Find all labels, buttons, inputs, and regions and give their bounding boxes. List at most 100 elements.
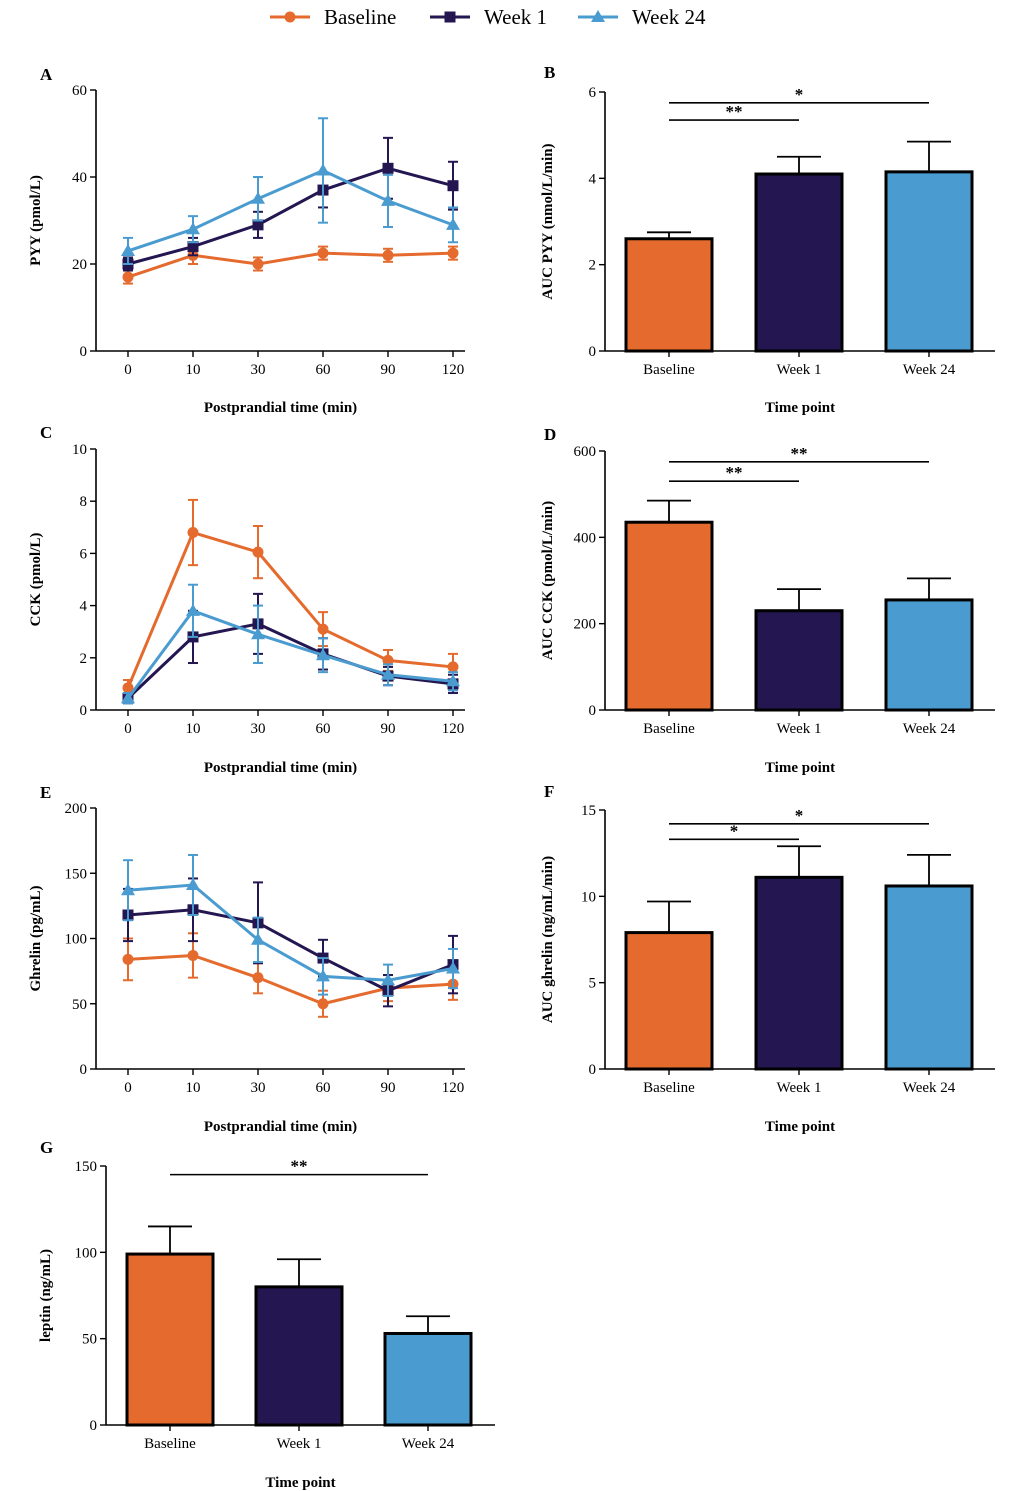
y-axis-label: Ghrelin (pg/mL) [28,886,44,992]
data-point [122,953,134,965]
x-tick-label: 10 [186,721,201,737]
series-line [127,251,454,279]
x-tick-label: 10 [186,362,201,378]
x-tick-label: Week 1 [776,721,821,737]
x-tick-label: 30 [251,721,266,737]
y-axis-label: leptin (ng/mL) [38,1249,54,1342]
y-axis-label: AUC ghrelin (ng/mL/min) [540,856,556,1023]
data-point [186,222,200,235]
data-point [121,243,135,256]
y-tick-label: 600 [574,444,597,460]
x-tick-label: 90 [381,362,396,378]
bar [754,609,844,712]
data-point [317,247,329,259]
x-axis-label: Time point [765,760,835,776]
y-tick-label: 2 [80,651,88,667]
data-point [316,648,330,661]
panel-b: B 0 2 4 6 AUC PYY (nmol/L/min) Time point Basel… [540,63,995,416]
panel-label: G [40,1138,53,1157]
significance-label: ** [726,463,743,482]
data-point [381,973,395,986]
y-tick-label: 6 [589,85,597,101]
y-tick-label: 0 [589,1062,597,1078]
panel-label: F [544,782,554,801]
y-tick-label: 50 [82,1332,97,1348]
x-tick-label: 30 [251,1080,266,1096]
bar [125,1252,215,1427]
y-tick-label: 10 [581,889,596,905]
data-point [251,191,265,204]
x-tick-label: Week 24 [903,362,956,378]
panel-a: A 0 20 40 60 PYY (pmol/L) Postprandial time (m… [28,65,465,416]
x-axis-label: Time point [265,1475,335,1491]
data-point [187,949,199,961]
data-point [186,877,200,890]
bar [884,598,974,712]
y-axis-label: CCK (pmol/L) [28,533,44,627]
legend-marker-2 [444,11,456,23]
significance-label: * [730,821,739,840]
series-week-1 [122,592,459,705]
x-tick-label: 120 [442,362,465,378]
y-tick-label: 10 [72,442,87,458]
x-tick-label: 0 [124,721,132,737]
data-point [122,271,134,283]
significance-label: * [795,85,804,104]
y-tick-label: 20 [72,257,87,273]
data-point [447,180,459,192]
x-tick-label: 60 [316,721,331,737]
series-line [127,953,454,1006]
bar [624,520,714,712]
data-point [382,654,394,666]
legend-marker-1 [284,11,296,23]
panel-label: A [40,65,53,84]
x-tick-label: 60 [316,362,331,378]
y-tick-label: 100 [65,932,88,948]
series-line [127,168,454,253]
data-point [186,603,200,616]
panel-label: E [40,783,51,802]
y-tick-label: 0 [80,703,88,719]
data-point [447,247,459,259]
x-tick-label: 0 [124,362,132,378]
series-line [126,622,454,700]
significance-label: ** [791,444,808,463]
y-tick-label: 50 [72,997,87,1013]
panel-label: D [544,425,556,444]
bar [754,172,844,353]
legend-entry-1: Baseline [324,5,396,29]
data-point [381,667,395,680]
data-point [381,193,395,206]
x-tick-label: 120 [442,1080,465,1096]
y-tick-label: 400 [574,530,597,546]
bar [624,931,714,1071]
panel-label: B [544,63,555,82]
data-point [187,241,199,253]
series-week-24 [121,117,460,265]
bar [884,170,974,353]
y-tick-label: 100 [75,1245,98,1261]
y-tick-label: 6 [80,546,88,562]
y-tick-label: 0 [90,1418,98,1434]
series-week-24 [121,853,460,997]
y-tick-label: 150 [65,866,88,882]
data-point [252,258,264,270]
x-tick-label: 0 [124,1080,132,1096]
significance-label: ** [291,1157,308,1176]
series-line [127,883,454,982]
data-point [187,527,199,539]
x-tick-label: 120 [442,721,465,737]
x-tick-label: Baseline [643,362,695,378]
x-tick-label: Week 24 [903,721,956,737]
x-axis-label: Time point [765,400,835,416]
y-tick-label: 200 [65,801,88,817]
y-tick-label: 2 [589,258,597,274]
y-tick-label: 0 [80,1062,88,1078]
panel-g: G 0 50 100 150 leptin (ng/mL) Time point Baseli… [38,1138,495,1491]
series-line [127,908,454,993]
x-tick-label: Week 1 [276,1436,321,1452]
data-point [316,163,330,176]
y-tick-label: 60 [72,83,87,99]
legend-entry-3: Week 24 [632,5,706,29]
